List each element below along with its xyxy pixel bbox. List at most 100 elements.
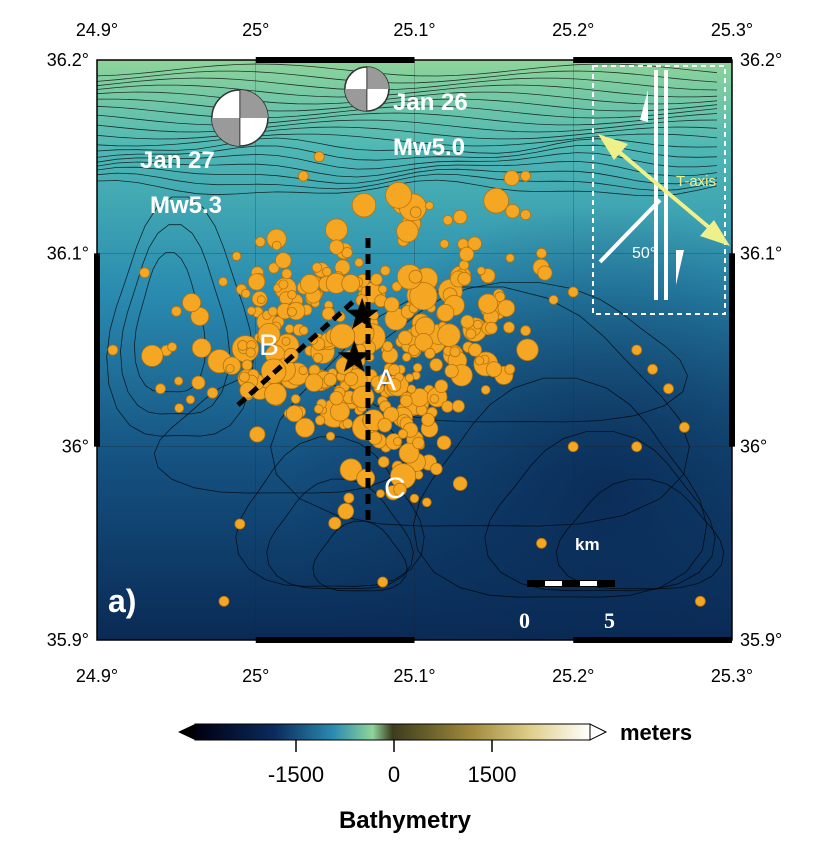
contour-line	[97, 133, 718, 147]
profile-label-c: C	[384, 472, 406, 505]
t-axis-label: T-axis	[676, 173, 716, 190]
earthquake-point	[472, 319, 483, 330]
earthquake-point	[322, 266, 332, 277]
t-axis-arrow-left-icon	[598, 134, 628, 160]
earthquake-point	[354, 257, 364, 268]
contour-loop	[266, 478, 414, 590]
earthquake-point	[247, 273, 266, 291]
earthquake-point	[281, 336, 291, 346]
earthquake-point	[191, 375, 206, 390]
earthquake-point	[380, 265, 391, 276]
earthquake-point	[485, 361, 502, 378]
map-area: Jan 27 Mw5.3 Jan 26 Mw5.0 A B C a) km 0 …	[97, 60, 732, 640]
earthquake-point	[337, 502, 355, 520]
contour-loop	[120, 224, 230, 415]
earthquake-point	[694, 595, 706, 607]
earthquake-point	[370, 273, 383, 286]
earthquake-point	[398, 442, 420, 464]
earthquake-point	[430, 462, 443, 476]
axis-tick-labels: 24.9° 24.9° 25° 25° 25.1° 25.1° 25.2° 25.2° 25.3…	[47, 20, 782, 686]
earthquake-point	[238, 371, 250, 383]
colorbar-left-arrow	[178, 724, 195, 740]
frame-bar-bottom	[255, 637, 415, 643]
lat-tick-label-left: 36.2°	[47, 50, 89, 70]
earthquake-point	[264, 382, 287, 406]
event-jan26-magnitude: Mw5.0	[393, 134, 465, 161]
earthquake-point	[241, 288, 251, 299]
earthquake-point	[424, 201, 434, 211]
earthquake-point	[388, 363, 401, 376]
earthquake-point	[414, 333, 433, 352]
profile-label-b: B	[259, 329, 279, 362]
earthquake-points	[107, 151, 706, 607]
earthquake-point	[457, 271, 472, 286]
scale-unit: km	[575, 535, 600, 554]
scale-bar-segment	[580, 581, 597, 586]
earthquake-point	[378, 373, 388, 384]
scale-max: 5	[604, 608, 615, 633]
shear-arrow-up-icon	[640, 90, 648, 122]
colorbar-tick-label: 1500	[468, 762, 517, 787]
frame-bar-top	[255, 57, 415, 63]
lon-tick-label-top: 25.1°	[393, 20, 435, 40]
earthquake-point	[429, 358, 443, 372]
contour-line	[97, 172, 718, 191]
earthquake-point	[167, 342, 178, 352]
earthquake-point	[377, 576, 389, 588]
earthquake-point	[343, 371, 359, 387]
earthquake-point	[458, 259, 470, 271]
earthquake-point	[520, 209, 531, 221]
earthquake-point	[341, 247, 353, 259]
lat-tick-label-right: 36.1°	[740, 243, 782, 263]
profile-line-b	[236, 298, 357, 407]
earthquake-point	[297, 170, 309, 182]
earthquake-point	[412, 363, 423, 373]
earthquake-point	[453, 209, 468, 225]
earthquake-point	[218, 595, 230, 607]
earthquake-point	[328, 516, 342, 530]
colorbar-unit: meters	[620, 720, 692, 745]
lat-tick-label-right: 36.2°	[740, 50, 782, 70]
earthquake-point	[298, 365, 308, 376]
earthquake-point	[206, 387, 219, 399]
earthquake-point	[287, 306, 297, 317]
event-jan27-magnitude: Mw5.3	[150, 192, 222, 219]
earthquake-point	[497, 299, 516, 318]
panel-label: a)	[108, 583, 136, 619]
earthquake-point	[290, 394, 301, 404]
contour-line	[97, 152, 718, 170]
earthquake-point	[452, 476, 468, 491]
earthquake-point	[406, 384, 417, 394]
earthquake-point	[275, 252, 292, 269]
lat-tick-label-right: 36°	[740, 437, 767, 457]
earthquake-point	[278, 279, 289, 290]
earthquake-point	[679, 421, 690, 433]
earthquake-point	[516, 338, 539, 362]
earthquake-point	[468, 342, 483, 357]
earthquake-point	[663, 383, 674, 395]
earthquake-point	[567, 286, 579, 298]
earthquake-point	[483, 187, 510, 214]
earthquake-point	[459, 246, 475, 262]
earthquake-point	[284, 323, 295, 334]
earthquake-point	[412, 436, 425, 450]
earthquake-point	[281, 268, 293, 280]
earthquake-point	[436, 435, 452, 451]
colorbar-title: Bathymetry	[339, 807, 472, 834]
earthquake-point	[485, 321, 498, 335]
focal-mechanism-jan27	[211, 89, 269, 147]
epicenter-stars	[337, 297, 379, 372]
earthquake-point	[392, 436, 402, 446]
focal-mechanism-jan26	[344, 66, 390, 112]
earthquake-point	[304, 373, 324, 392]
contour-line	[97, 84, 718, 98]
earthquake-point	[377, 456, 390, 468]
contour-line	[97, 91, 718, 105]
earthquake-point	[313, 151, 325, 163]
colorbar: -1500 0 1500 meters Bathymetry	[178, 720, 692, 834]
earthquake-point	[505, 253, 515, 263]
contour-line	[97, 166, 718, 185]
earthquake-point	[299, 274, 320, 294]
earthquake-point	[434, 379, 449, 394]
earthquake-point	[329, 323, 356, 350]
